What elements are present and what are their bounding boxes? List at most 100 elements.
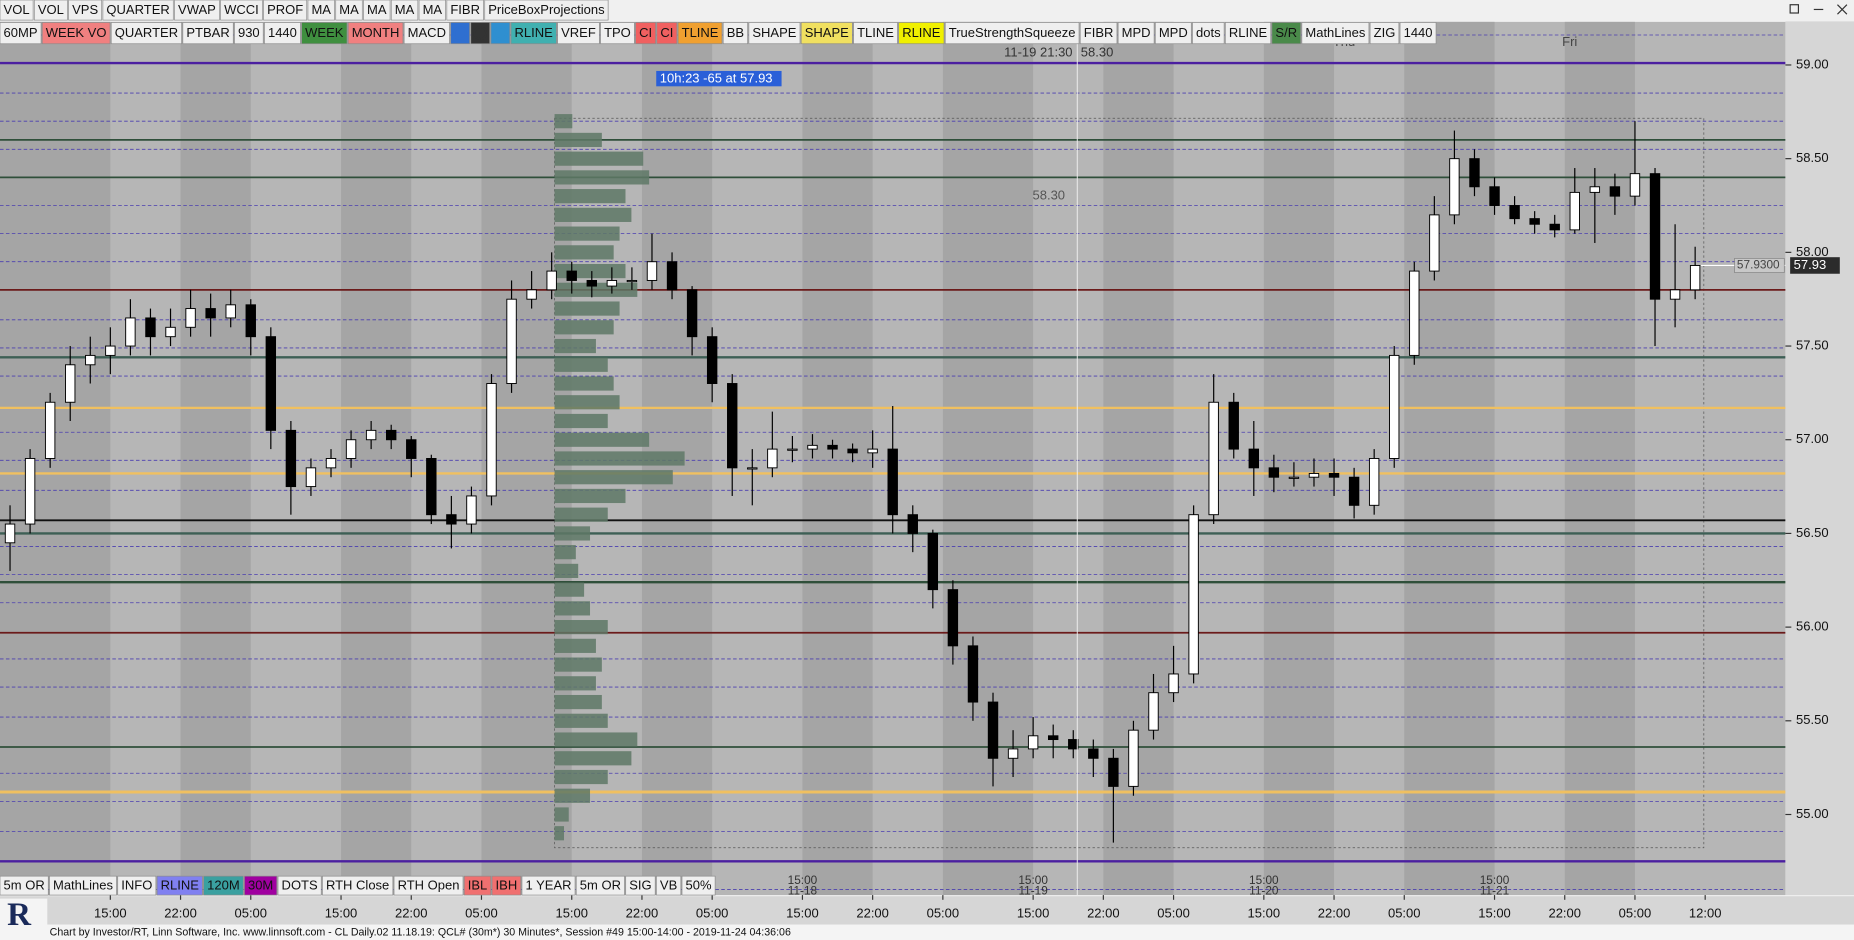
toolbar-button[interactable]: VPS	[68, 0, 103, 21]
button-icon[interactable]	[493, 26, 508, 40]
button-label[interactable]: MA	[311, 2, 331, 17]
button-bg[interactable]	[521, 875, 576, 896]
button-bg[interactable]	[484, 0, 609, 21]
button-label[interactable]: FIBR	[1084, 25, 1114, 40]
button-label[interactable]: MPD	[1122, 25, 1151, 40]
toolbar-button[interactable]: VB	[656, 875, 682, 896]
button-bg[interactable]	[557, 22, 600, 45]
toolbar-button[interactable]: FIBR	[446, 0, 484, 21]
button-label[interactable]: RLINE	[902, 25, 941, 40]
button-label[interactable]: RLINE	[1229, 25, 1268, 40]
button-label[interactable]: 1 YEAR	[526, 878, 572, 893]
button-bg[interactable]	[0, 22, 42, 45]
toolbar-button[interactable]: TPO	[600, 22, 635, 45]
toolbar-button[interactable]: 1 YEAR	[521, 875, 576, 896]
toolbar-button[interactable]: IBH	[491, 875, 522, 896]
button-bg[interactable]	[277, 875, 322, 896]
button-icon[interactable]	[473, 26, 488, 40]
toolbar-button[interactable]	[490, 22, 511, 45]
button-bg[interactable]	[1301, 22, 1370, 45]
toolbar-button[interactable]: PriceBoxProjections	[484, 0, 609, 21]
toolbar-button[interactable]	[450, 22, 470, 45]
toolbar-button[interactable]: S/R	[1271, 22, 1302, 45]
button-label[interactable]: CI	[639, 25, 652, 40]
button-bg[interactable]	[1399, 22, 1437, 45]
button-bg[interactable]	[1369, 22, 1400, 45]
toolbar-button[interactable]: CI	[635, 22, 656, 45]
toolbar-button[interactable]: 930	[234, 22, 264, 45]
toolbar-button[interactable]: MA	[418, 0, 446, 21]
button-label[interactable]: TPO	[604, 25, 631, 40]
button-bg[interactable]	[1117, 22, 1155, 45]
button-bg[interactable]	[1192, 22, 1225, 45]
toolbar-button[interactable]: dots	[1192, 22, 1225, 45]
toolbar-button[interactable]: QUARTER	[110, 22, 182, 45]
button-bg[interactable]	[174, 0, 220, 21]
button-icon[interactable]	[453, 26, 468, 40]
button-label[interactable]: 1440	[268, 25, 297, 40]
button-bg[interactable]	[1271, 22, 1302, 45]
close-icon[interactable]	[1837, 4, 1848, 15]
button-bg[interactable]	[393, 875, 464, 896]
toolbar-button[interactable]: WEEK	[301, 22, 348, 45]
button-label[interactable]: VB	[660, 878, 677, 893]
toolbar-button[interactable]: MA	[390, 0, 419, 21]
button-bg[interactable]	[220, 0, 263, 21]
button-label[interactable]: VOL	[4, 2, 30, 17]
button-bg[interactable]	[800, 22, 853, 45]
toolbar-button[interactable]: MPD	[1117, 22, 1155, 45]
button-bg[interactable]	[110, 22, 182, 45]
button-label[interactable]: QUARTER	[115, 25, 178, 40]
toolbar-button[interactable]	[470, 22, 491, 45]
toolbar-button[interactable]: TLINE	[853, 22, 898, 45]
button-bg[interactable]	[403, 22, 450, 45]
toolbar-button[interactable]: 1440	[1399, 22, 1437, 45]
toolbar-button[interactable]: MA	[335, 0, 363, 21]
toolbar-button[interactable]: RTH Close	[322, 875, 394, 896]
button-label[interactable]: CI	[660, 25, 673, 40]
button-bg[interactable]	[450, 22, 470, 45]
toolbar-button[interactable]: SHAPE	[800, 22, 853, 45]
button-bg[interactable]	[264, 22, 301, 45]
toolbar-button[interactable]: MONTH	[347, 22, 404, 45]
button-label[interactable]: IBH	[496, 878, 518, 893]
toolbar-button[interactable]: MathLines	[1301, 22, 1370, 45]
button-label[interactable]: WEEK VO	[46, 25, 107, 40]
button-bg[interactable]	[203, 875, 244, 896]
button-bg[interactable]	[490, 22, 511, 45]
toolbar-button[interactable]: VWAP	[174, 0, 220, 21]
toolbar-button[interactable]: RLINE	[156, 875, 203, 896]
button-bg[interactable]	[117, 875, 157, 896]
button-label[interactable]: RTH Close	[326, 878, 389, 893]
button-bg[interactable]	[681, 875, 716, 896]
toolbar-button[interactable]: TrueStrengthSqueeze	[944, 22, 1080, 45]
toolbar-button[interactable]: BB	[722, 22, 749, 45]
button-label[interactable]: MA	[395, 2, 415, 17]
button-bg[interactable]	[898, 22, 945, 45]
toolbar-button[interactable]: INFO	[117, 875, 157, 896]
button-bg[interactable]	[463, 875, 492, 896]
button-bg[interactable]	[0, 0, 34, 21]
button-bg[interactable]	[656, 875, 682, 896]
toolbar-button[interactable]: TLINE	[677, 22, 723, 45]
button-label[interactable]: TrueStrengthSqueeze	[949, 25, 1076, 40]
toolbar-button[interactable]: RLINE	[510, 22, 557, 45]
button-bg[interactable]	[347, 22, 404, 45]
button-label[interactable]: SHAPE	[752, 25, 796, 40]
button-bg[interactable]	[156, 875, 203, 896]
button-bg[interactable]	[635, 22, 656, 45]
toolbar-button[interactable]: VREF	[557, 22, 600, 45]
button-label[interactable]: MathLines	[53, 878, 113, 893]
toolbar-button[interactable]: MA	[307, 0, 335, 21]
button-label[interactable]: dots	[1196, 25, 1221, 40]
button-bg[interactable]	[41, 22, 111, 45]
button-bg[interactable]	[446, 0, 484, 21]
button-bg[interactable]	[722, 22, 749, 45]
button-label[interactable]: PTBAR	[186, 25, 229, 40]
button-bg[interactable]	[33, 0, 68, 21]
button-label[interactable]: 1440	[1404, 25, 1433, 40]
button-label[interactable]: 50%	[686, 878, 712, 893]
button-label[interactable]: 30M	[248, 878, 273, 893]
button-label[interactable]: 120M	[207, 878, 240, 893]
button-label[interactable]: S/R	[1275, 25, 1297, 40]
